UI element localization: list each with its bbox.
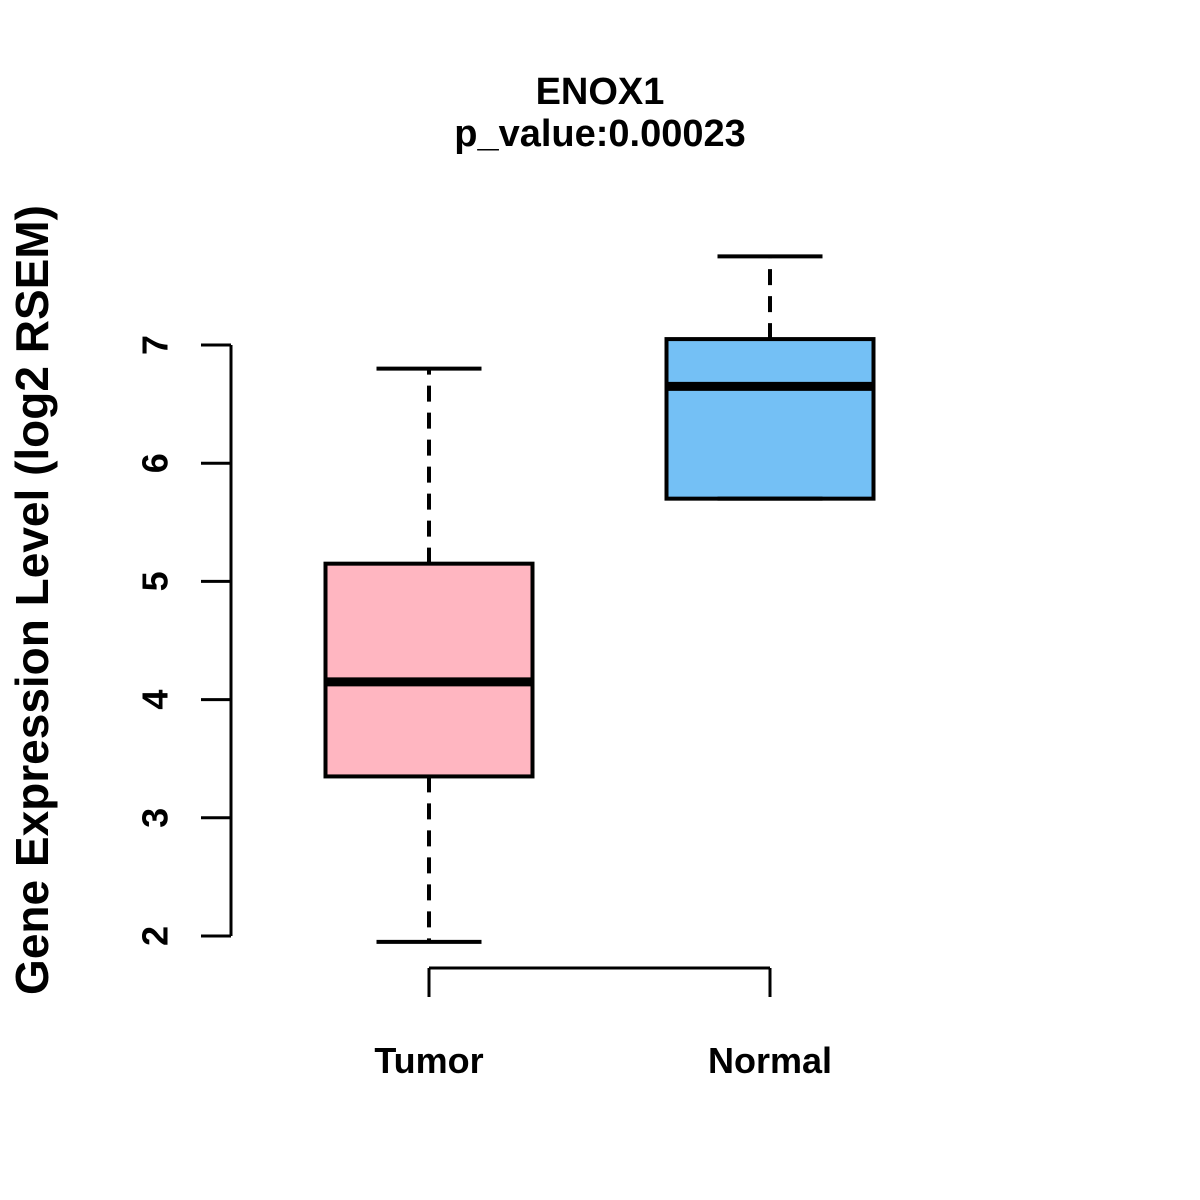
x-axis: Tumor Normal	[374, 966, 832, 1081]
box-tumor	[323, 366, 535, 944]
y-axis-tick-label: 4	[135, 690, 176, 710]
iqr-box	[664, 337, 876, 501]
y-axis-tick-label: 5	[135, 571, 176, 591]
chart-title: ENOX1	[536, 71, 665, 113]
iqr-box	[323, 561, 535, 779]
x-label-normal: Normal	[708, 1040, 832, 1081]
chart-subtitle: p_value:0.00023	[454, 113, 746, 155]
y-axis-tick-label: 3	[135, 808, 176, 828]
y-axis-tick-label: 6	[135, 453, 176, 473]
y-axis-label: Gene Expression Level (log2 RSEM)	[6, 205, 58, 995]
box-normal	[664, 254, 876, 501]
y-axis-tick-label: 2	[135, 926, 176, 946]
x-label-tumor: Tumor	[374, 1040, 483, 1081]
y-axis-tick-label: 7	[135, 335, 176, 355]
y-axis: 2 3 4 5 6 7	[135, 335, 233, 946]
box-group	[323, 254, 876, 944]
